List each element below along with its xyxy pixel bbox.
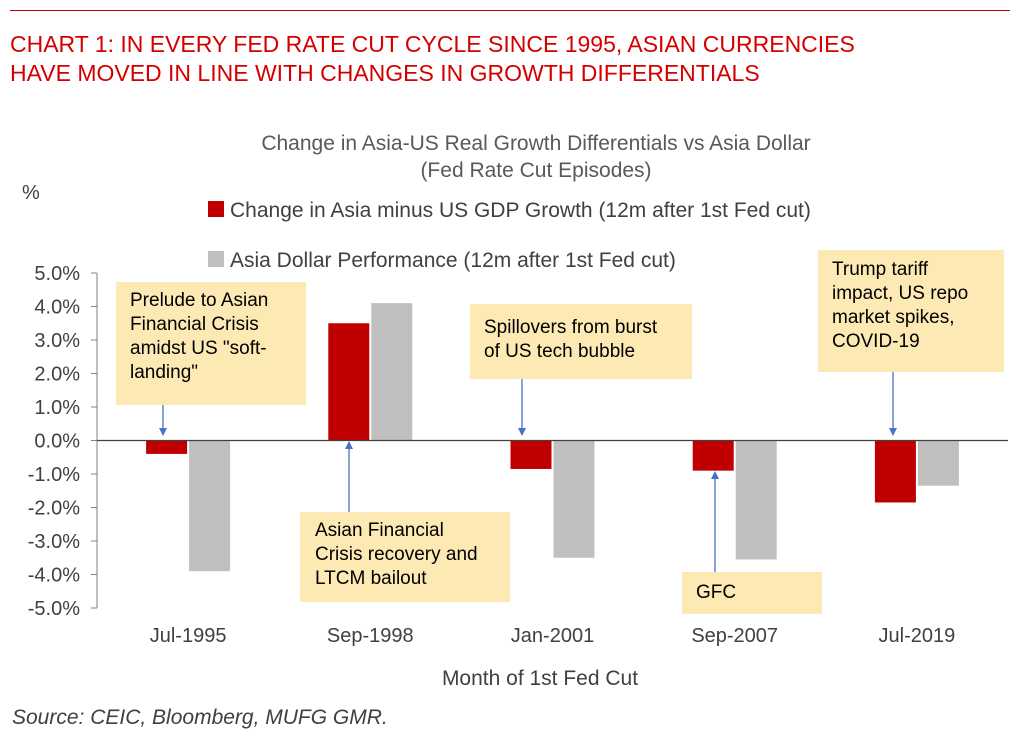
source-note: Source: CEIC, Bloomberg, MUFG GMR. [12, 706, 388, 729]
callout-jul-2019: Trump tariff impact, US repo market spikes… [818, 250, 1004, 436]
chart-title: Change in Asia-US Real Growth Differenti… [261, 132, 810, 155]
callout-sep-2007: GFC [682, 471, 822, 614]
legend-label-fx: Asia Dollar Performance (12m after 1st F… [230, 249, 676, 272]
callout-sep-1998: Asian Financial Crisis recovery and LTCM b… [300, 441, 510, 602]
callout-text: amidst US "soft- [130, 338, 267, 359]
bar-fx-jul-2019 [917, 440, 959, 486]
bar-fx-jul-1995 [189, 440, 231, 572]
x-tick-label: Jul-1995 [150, 625, 227, 647]
y-tick-label: -4.0% [28, 565, 80, 587]
bar-chart: Change in Asia-US Real Growth Differenti… [22, 132, 1008, 690]
callout-text: Spillovers from burst [484, 317, 658, 338]
bar-gdp-sep-1998 [328, 323, 370, 441]
callout-box [116, 282, 306, 405]
headline-line-2: HAVE MOVED IN LINE WITH CHANGES IN GROWT… [10, 60, 760, 86]
bar-gdp-jul-2019 [874, 440, 916, 503]
callout-text: Crisis recovery and [315, 544, 478, 565]
x-tick-label: Sep-1998 [327, 625, 414, 647]
y-tick-label: 4.0% [34, 297, 80, 319]
callout-jul-1995: Prelude to Asian Financial Crisis amidst U… [116, 282, 306, 436]
bar-gdp-jan-2001 [510, 440, 552, 469]
y-tick-label: 3.0% [34, 330, 80, 352]
y-tick-label: 5.0% [34, 263, 80, 285]
bar-fx-sep-1998 [371, 303, 413, 441]
y-tick-label: 0.0% [34, 431, 80, 453]
bar-gdp-jul-1995 [146, 440, 188, 454]
x-tick-label: Sep-2007 [691, 625, 778, 647]
chart-subtitle: (Fed Rate Cut Episodes) [420, 159, 651, 182]
headline: CHART 1: IN EVERY FED RATE CUT CYCLE SIN… [10, 30, 1010, 88]
callout-text: Prelude to Asian [130, 290, 268, 311]
callout-box [470, 304, 692, 379]
callout-text: landing" [130, 362, 198, 383]
legend-swatch-gdp [208, 201, 224, 217]
x-axis-label: Month of 1st Fed Cut [442, 667, 638, 690]
callout-text: Trump tariff [832, 259, 929, 280]
y-tick-label: 2.0% [34, 364, 80, 386]
top-rule [10, 10, 1010, 11]
callout-text: market spikes, [832, 307, 954, 328]
callout-text: LTCM bailout [315, 568, 427, 589]
y-tick-label: 1.0% [34, 397, 80, 419]
y-tick-label: -3.0% [28, 531, 80, 553]
callout-text: Financial Crisis [130, 314, 259, 335]
callout-box [818, 250, 1004, 372]
y-tick-label: -5.0% [28, 598, 80, 620]
callout-text: Asian Financial [315, 520, 444, 541]
x-tick-label: Jan-2001 [511, 625, 594, 647]
headline-line-1: CHART 1: IN EVERY FED RATE CUT CYCLE SIN… [10, 31, 855, 57]
callout-jan-2001: Spillovers from burst of US tech bubble [470, 304, 692, 436]
callout-text: COVID-19 [832, 331, 920, 352]
legend-label-gdp: Change in Asia minus US GDP Growth (12m … [230, 199, 811, 222]
callout-text: GFC [696, 582, 736, 603]
y-tick-label: -2.0% [28, 498, 80, 520]
y-axis: 5.0% 4.0% 3.0% 2.0% 1.0% 0.0% -1.0% -2.0% -3.0% -… [28, 263, 98, 620]
callouts: Prelude to Asian Financial Crisis amidst U… [116, 250, 1004, 614]
bars [146, 303, 959, 572]
callout-box [300, 512, 510, 602]
callout-box [682, 572, 822, 614]
bar-fx-sep-2007 [735, 440, 777, 560]
y-tick-label: -1.0% [28, 464, 80, 486]
callout-text: impact, US repo [832, 283, 968, 304]
callout-text: of US tech bubble [484, 341, 635, 362]
x-tick-labels: Jul-1995 Sep-1998 Jan-2001 Sep-2007 Jul-2019 [150, 625, 956, 647]
x-tick-label: Jul-2019 [879, 625, 956, 647]
legend-swatch-fx [208, 251, 224, 267]
bar-gdp-sep-2007 [692, 440, 734, 471]
bar-fx-jan-2001 [553, 440, 595, 558]
y-axis-label: % [22, 182, 40, 204]
